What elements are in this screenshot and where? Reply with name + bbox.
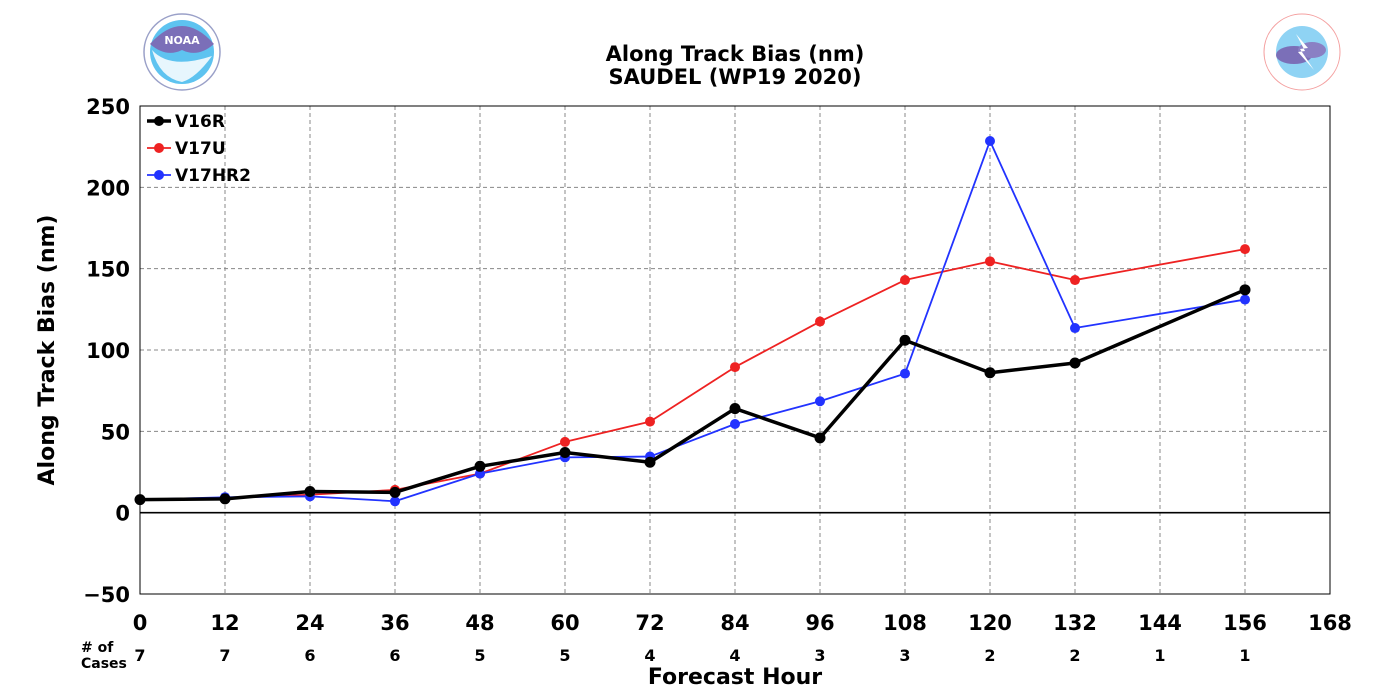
legend: V16R V17U V17HR2 <box>147 112 251 186</box>
nws-logo <box>1263 13 1341 91</box>
case-count: 7 <box>134 646 145 665</box>
chart-title: Along Track Bias (nm) <box>606 42 865 66</box>
data-point <box>900 368 910 379</box>
x-tick-label: 48 <box>465 611 494 635</box>
data-point <box>815 396 825 407</box>
data-point <box>390 496 400 507</box>
plot-frame <box>139 105 1331 595</box>
noaa-logo: NOAA <box>143 13 221 91</box>
x-tick-label: 0 <box>133 611 148 635</box>
legend-item-v17hr2: V17HR2 <box>147 166 251 186</box>
cases-label-line2: Cases <box>81 656 127 672</box>
data-point <box>815 316 825 327</box>
legend-item-v16r: V16R <box>147 112 225 132</box>
case-count: 3 <box>899 646 910 665</box>
legend-item-v17u: V17U <box>147 139 226 159</box>
x-tick-label: 156 <box>1223 611 1267 635</box>
data-point <box>644 456 656 468</box>
data-point <box>1239 284 1251 296</box>
x-tick-label: 84 <box>720 611 749 635</box>
case-count: 4 <box>729 646 740 665</box>
data-point <box>730 419 740 430</box>
case-count: 1 <box>1239 646 1250 665</box>
x-tick-label: 132 <box>1053 611 1097 635</box>
case-count: 1 <box>1154 646 1165 665</box>
case-count: 6 <box>389 646 400 665</box>
x-tick-label: 144 <box>1138 611 1182 635</box>
noaa-logo-text: NOAA <box>164 34 200 47</box>
case-count: 5 <box>474 646 485 665</box>
data-point <box>559 446 571 458</box>
legend-swatch-marker <box>154 170 164 180</box>
x-tick-label: 24 <box>295 611 324 635</box>
x-tick-label: 60 <box>550 611 579 635</box>
case-count: 6 <box>304 646 315 665</box>
y-axis-label: Along Track Bias (nm) <box>35 215 60 486</box>
data-point <box>389 486 401 498</box>
data-point <box>1070 323 1080 334</box>
y-tick-labels: 250 200 150 100 50 0 −50 <box>83 95 130 607</box>
y-tick-label: 250 <box>86 95 130 119</box>
data-point <box>985 256 995 267</box>
data-point <box>900 275 910 286</box>
case-count: 2 <box>984 646 995 665</box>
series-v16r <box>134 284 1251 506</box>
case-count: 4 <box>644 646 655 665</box>
x-tick-label: 96 <box>805 611 834 635</box>
data-point <box>1240 244 1250 255</box>
x-tick-label: 12 <box>210 611 239 635</box>
y-tick-label: 150 <box>86 258 130 282</box>
data-point <box>304 486 316 498</box>
case-count: 7 <box>219 646 230 665</box>
x-tick-labels: 0 12 24 36 48 60 72 84 96 108 120 132 144 156 168 <box>133 611 1352 635</box>
data-point <box>1240 294 1250 305</box>
data-point <box>814 432 826 444</box>
x-tick-label: 36 <box>380 611 409 635</box>
cases-row: 7 7 6 6 5 5 4 4 3 3 2 2 1 1 <box>134 646 1250 665</box>
y-tick-label: 200 <box>86 176 130 200</box>
y-tick-label: 100 <box>86 339 130 363</box>
x-tick-label: 72 <box>635 611 664 635</box>
y-tick-label: 50 <box>101 420 130 444</box>
case-count: 3 <box>814 646 825 665</box>
x-tick-label: 108 <box>883 611 927 635</box>
data-point <box>984 367 996 379</box>
cases-label-line1: # of <box>81 640 114 656</box>
data-point <box>1070 275 1080 286</box>
x-tick-label: 168 <box>1308 611 1352 635</box>
legend-label: V16R <box>175 112 225 132</box>
legend-label: V17U <box>175 139 226 159</box>
y-tick-label: −50 <box>83 583 130 607</box>
x-tick-label: 120 <box>968 611 1012 635</box>
y-tick-label: 0 <box>115 502 130 526</box>
case-count: 5 <box>559 646 570 665</box>
data-point <box>1069 357 1081 369</box>
data-point <box>899 334 911 346</box>
x-axis-label: Forecast Hour <box>648 665 822 690</box>
case-count: 2 <box>1069 646 1080 665</box>
series-layer <box>134 135 1251 507</box>
data-point <box>729 403 741 415</box>
data-point <box>730 362 740 373</box>
legend-swatch-marker <box>154 143 164 153</box>
data-point <box>474 460 486 472</box>
legend-label: V17HR2 <box>175 166 251 186</box>
data-point <box>985 135 995 146</box>
data-point <box>219 493 231 505</box>
data-point <box>560 436 570 447</box>
chart-subtitle: SAUDEL (WP19 2020) <box>609 65 862 89</box>
legend-swatch-marker <box>154 116 164 126</box>
data-point <box>645 416 655 427</box>
